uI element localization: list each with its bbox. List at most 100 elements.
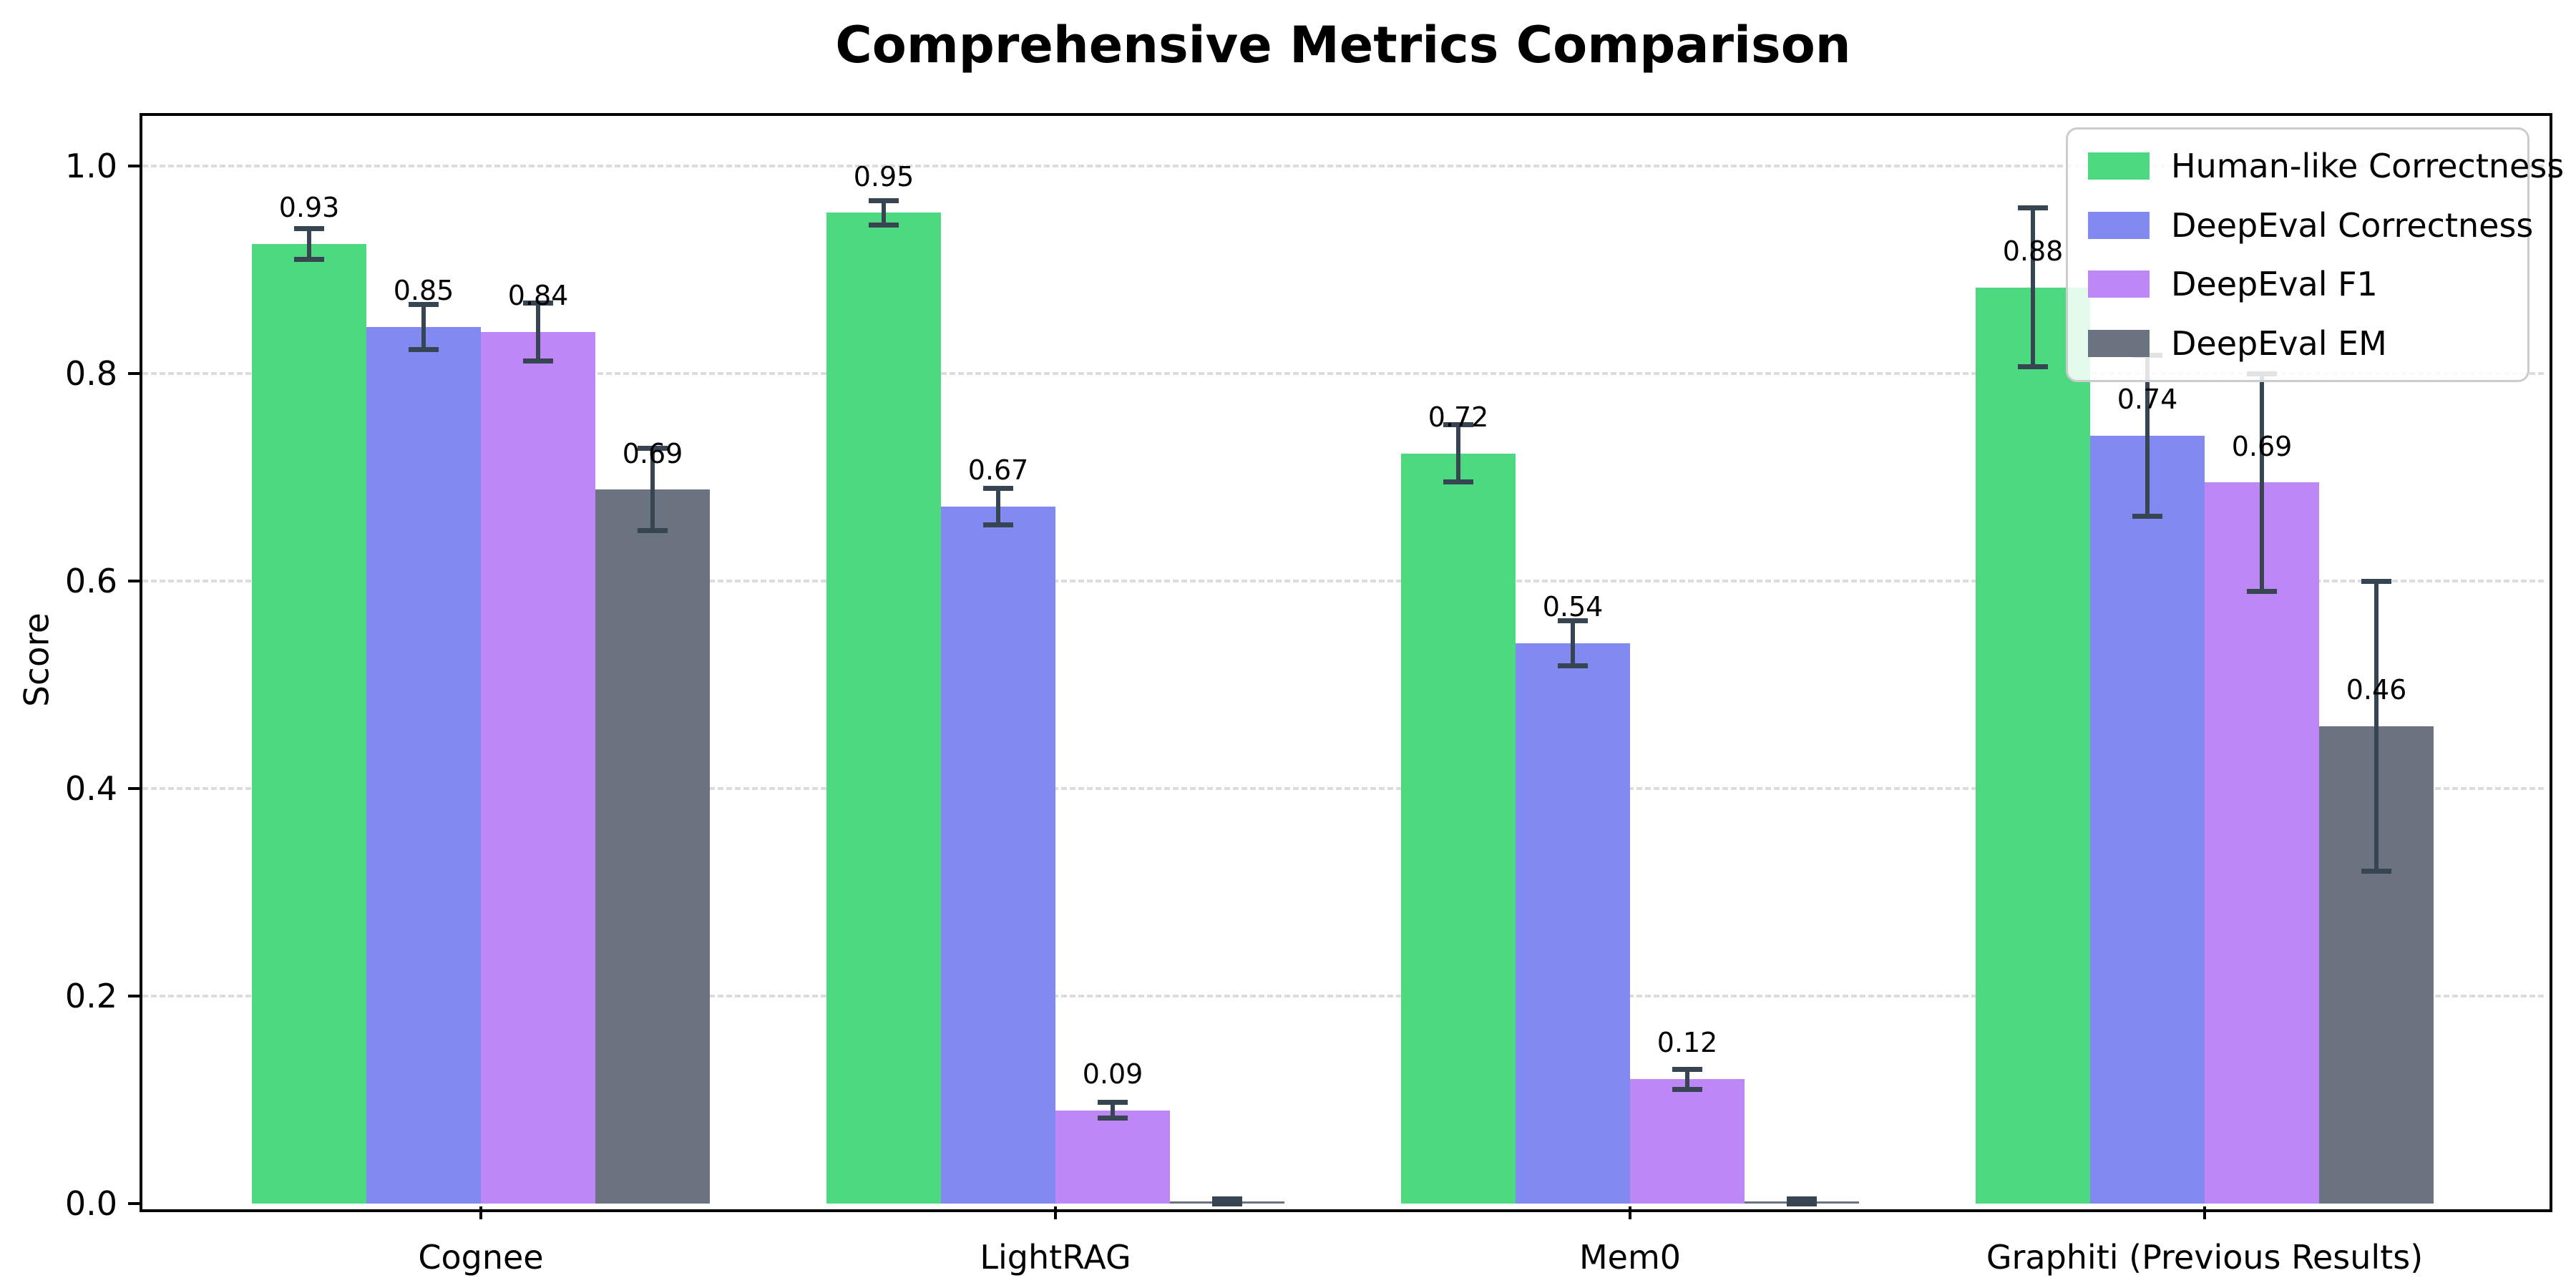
bar-value-label: 0.67 xyxy=(967,454,1029,486)
legend-item: Human-like Correctness xyxy=(2088,147,2564,185)
y-tick-label: 0.8 xyxy=(64,354,117,393)
error-bar-cap-bottom xyxy=(2247,588,2277,594)
bar xyxy=(1055,1110,1170,1204)
bar-value-label: 0.84 xyxy=(507,280,569,312)
error-bar xyxy=(1225,1198,1229,1205)
bar-value-label: 0.54 xyxy=(1542,591,1604,623)
legend-item: DeepEval Correctness xyxy=(2088,206,2533,245)
bar xyxy=(2090,436,2205,1204)
error-bar xyxy=(996,487,1000,525)
bar-value-label: 0.46 xyxy=(2346,674,2407,706)
error-bar-cap-top xyxy=(1672,1066,1702,1072)
legend-label: DeepEval Correctness xyxy=(2171,205,2534,245)
bar xyxy=(1630,1079,1745,1204)
error-bar-cap-top xyxy=(1787,1196,1817,1201)
error-bar-cap-bottom xyxy=(869,222,899,228)
error-bar-cap-bottom xyxy=(1672,1086,1702,1092)
legend-label: Human-like Correctness xyxy=(2171,147,2565,186)
error-bar xyxy=(307,228,311,260)
bar-value-label: 0.72 xyxy=(1428,401,1489,433)
bar xyxy=(252,243,366,1204)
bar-value-label: 0.88 xyxy=(2002,235,2064,267)
legend: Human-like Correctness DeepEval Correctne… xyxy=(2066,127,2564,382)
error-bar xyxy=(882,200,886,225)
error-bar-cap-top xyxy=(2018,205,2048,210)
bar-value-label: 0.93 xyxy=(278,192,340,223)
error-bar-cap-top xyxy=(523,301,553,306)
error-bar-cap-bottom xyxy=(983,522,1013,527)
bar xyxy=(826,213,941,1204)
y-tick xyxy=(128,1202,140,1205)
bar-value-label: 0.85 xyxy=(393,275,454,306)
error-bar-cap-top xyxy=(1212,1196,1242,1201)
error-bar-cap-top xyxy=(638,446,668,452)
y-tick-label: 0.6 xyxy=(64,562,117,600)
bar xyxy=(595,489,710,1204)
x-tick xyxy=(1054,1206,1057,1219)
bar xyxy=(1976,287,2090,1204)
error-bar-cap-top xyxy=(1098,1099,1128,1105)
y-tick xyxy=(128,995,140,997)
x-tick xyxy=(1629,1206,1631,1219)
error-bar-cap-bottom xyxy=(2361,869,2391,874)
bar-value-label: 0.74 xyxy=(2117,384,2178,416)
y-gridline xyxy=(142,580,2544,582)
bar xyxy=(366,326,481,1204)
legend-item: DeepEval F1 xyxy=(2088,265,2507,303)
error-bar xyxy=(421,303,426,350)
legend-label: DeepEval EM xyxy=(2171,323,2387,363)
bar-value-label: 0.95 xyxy=(853,160,914,192)
x-tick-label: Mem0 xyxy=(1579,1238,1682,1277)
error-bar xyxy=(1571,620,1575,666)
x-tick xyxy=(2203,1206,2206,1219)
y-tick xyxy=(128,372,140,375)
y-tick-label: 0.0 xyxy=(64,1184,117,1223)
bar xyxy=(941,506,1055,1204)
error-bar xyxy=(2374,581,2379,872)
legend-swatch xyxy=(2088,152,2150,180)
error-bar xyxy=(1800,1198,1804,1205)
error-bar xyxy=(2145,354,2150,517)
chart-title: Comprehensive Metrics Comparison xyxy=(835,16,1851,74)
error-bar-cap-bottom xyxy=(1787,1201,1817,1207)
y-gridline xyxy=(142,995,2544,997)
bar xyxy=(1516,643,1630,1204)
bar-value-label: 0.09 xyxy=(1082,1058,1143,1090)
error-bar-cap-top xyxy=(294,226,324,231)
y-tick-label: 0.4 xyxy=(64,769,117,808)
bar-value-label: 0.69 xyxy=(622,437,683,469)
error-bar xyxy=(650,448,655,532)
error-bar-cap-bottom xyxy=(1443,479,1473,485)
y-gridline xyxy=(142,787,2544,790)
x-tick xyxy=(479,1206,482,1219)
error-bar xyxy=(1456,424,1460,483)
error-bar-cap-bottom xyxy=(294,256,324,262)
y-gridline xyxy=(142,165,2544,167)
error-bar-cap-bottom xyxy=(409,346,439,352)
error-bar xyxy=(1111,1101,1115,1119)
legend-swatch xyxy=(2088,329,2150,357)
error-bar-cap-bottom xyxy=(1558,663,1588,668)
error-bar-cap-bottom xyxy=(1098,1116,1128,1121)
y-tick-label: 1.0 xyxy=(64,147,117,185)
error-bar-cap-bottom xyxy=(523,358,553,364)
error-bar xyxy=(2031,208,2035,368)
error-bar xyxy=(536,303,540,361)
error-bar-cap-top xyxy=(2361,579,2391,584)
error-bar xyxy=(2260,374,2264,592)
x-tick-label: LightRAG xyxy=(980,1238,1131,1277)
y-tick-label: 0.2 xyxy=(64,977,117,1015)
legend-swatch xyxy=(2088,270,2150,298)
y-gridline xyxy=(142,372,2544,375)
error-bar-cap-bottom xyxy=(2018,364,2048,370)
error-bar-cap-top xyxy=(1558,618,1588,624)
y-tick xyxy=(128,580,140,582)
x-tick-label: Cognee xyxy=(418,1238,544,1277)
error-bar-cap-bottom xyxy=(2132,514,2162,519)
error-bar-cap-top xyxy=(409,301,439,307)
error-bar xyxy=(1685,1068,1689,1090)
error-bar-cap-top xyxy=(983,485,1013,491)
error-bar-cap-bottom xyxy=(638,528,668,534)
